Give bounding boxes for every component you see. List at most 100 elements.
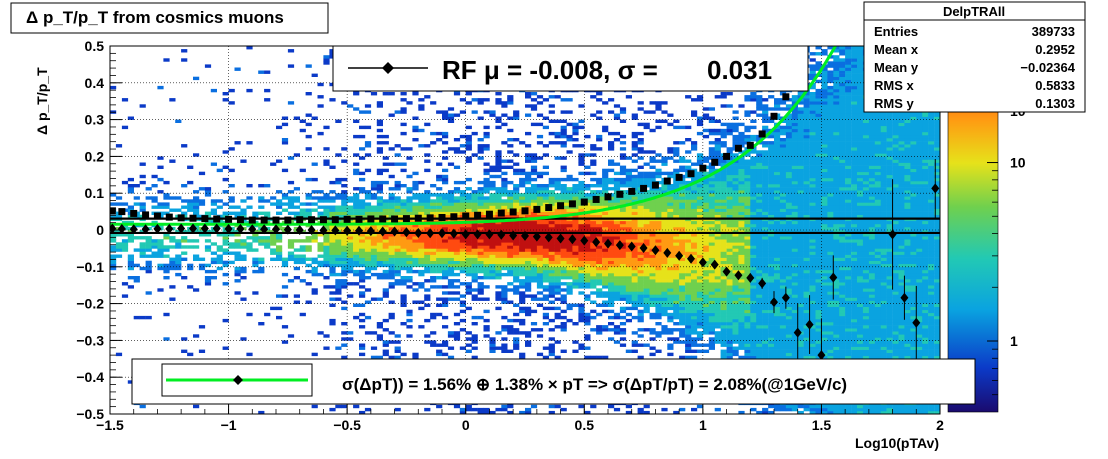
heatmap-cell <box>584 236 591 240</box>
heatmap-cell <box>270 242 277 246</box>
heatmap-cell <box>222 177 229 182</box>
heatmap-cell <box>519 266 526 271</box>
heatmap-cell <box>246 242 253 246</box>
heatmap-cell <box>525 230 532 234</box>
heatmap-cell <box>720 251 727 255</box>
heatmap-cell <box>264 230 271 234</box>
heatmap-cell <box>542 269 549 274</box>
heatmap-cell <box>744 257 751 261</box>
heatmap-cell <box>685 251 692 255</box>
heatmap-cell <box>744 236 751 240</box>
heatmap-cell <box>530 245 538 249</box>
heatmap-cell <box>643 306 650 311</box>
heatmap-cell <box>341 190 348 194</box>
heatmap-cell <box>471 355 478 360</box>
heatmap-cell <box>536 211 544 215</box>
heatmap-cell <box>744 110 751 114</box>
heatmap-cell <box>708 337 715 341</box>
heatmap-cell <box>625 318 632 323</box>
heatmap-cell <box>548 318 555 323</box>
heatmap-cell <box>145 260 152 265</box>
heatmap-cell <box>714 190 721 194</box>
heatmap-cell <box>270 257 277 261</box>
heatmap-cell <box>726 306 733 311</box>
heatmap-cell <box>536 297 544 301</box>
heatmap-cell <box>691 205 698 209</box>
heatmap-cell <box>608 147 615 151</box>
heatmap-cell <box>702 254 710 258</box>
heatmap-cell <box>661 119 668 123</box>
heatmap-cell <box>738 223 745 228</box>
heatmap-cell <box>169 257 176 261</box>
heatmap-cell <box>572 131 579 136</box>
heatmap-cell <box>519 230 526 234</box>
heatmap-cell <box>204 279 212 283</box>
heatmap-cell <box>341 263 348 268</box>
heatmap-cell <box>750 272 757 277</box>
heatmap-cell <box>685 159 692 163</box>
heatmap-cell <box>465 193 472 197</box>
heatmap-cell <box>584 260 591 265</box>
heatmap-cell <box>406 260 413 265</box>
heatmap-cell <box>495 297 502 301</box>
heatmap-cell <box>714 187 721 191</box>
heatmap-cell <box>370 208 378 212</box>
heatmap-cell <box>412 193 419 197</box>
heatmap-cell <box>584 208 591 212</box>
heatmap-cell <box>489 193 496 197</box>
heatmap-cell <box>554 131 561 136</box>
heatmap-cell <box>525 223 532 228</box>
heatmap-cell <box>572 257 579 261</box>
heatmap-cell <box>685 291 692 295</box>
heatmap-cell <box>584 230 591 234</box>
heatmap-cell <box>459 282 466 286</box>
heatmap-cell <box>738 257 745 261</box>
heatmap-cell <box>471 236 478 240</box>
heatmap-cell <box>566 150 573 154</box>
heatmap-cell <box>359 294 366 298</box>
heatmap-cell <box>602 272 609 277</box>
heatmap-cell <box>400 205 407 209</box>
heatmap-cell <box>708 318 715 323</box>
heatmap-cell <box>240 297 247 301</box>
heatmap-cell <box>744 312 751 317</box>
heatmap-cell <box>489 223 496 228</box>
heatmap-cell <box>625 297 632 301</box>
heatmap-cell <box>643 196 650 200</box>
heatmap-cell <box>287 190 295 194</box>
heatmap-cell <box>619 291 627 295</box>
heatmap-cell <box>465 134 472 139</box>
heatmap-cell <box>566 318 573 323</box>
heatmap-cell <box>465 223 472 228</box>
heatmap-cell <box>364 226 372 231</box>
heatmap-cell <box>738 346 745 350</box>
heatmap-cell <box>691 98 698 102</box>
heatmap-cell <box>495 254 502 258</box>
heatmap-cell <box>317 242 324 246</box>
heatmap-cell <box>649 282 656 286</box>
heatmap-cell <box>584 223 591 228</box>
heatmap-cell <box>661 248 668 252</box>
heatmap-cell <box>501 141 508 145</box>
heatmap-cell <box>572 223 579 228</box>
heatmap-cell <box>110 239 117 243</box>
heatmap-cell <box>483 251 490 255</box>
heatmap-cell <box>453 226 461 231</box>
heatmap-cell <box>696 230 704 234</box>
heatmap-cell <box>353 134 360 139</box>
heatmap-cell <box>590 242 597 246</box>
heatmap-cell <box>453 266 461 271</box>
heatmap-cell <box>572 138 579 142</box>
heatmap-cell <box>406 325 413 329</box>
heatmap-cell <box>708 116 715 120</box>
heatmap-cell <box>530 92 538 96</box>
heatmap-cell <box>750 205 757 209</box>
heatmap-cell <box>631 199 638 203</box>
heatmap-cell <box>530 214 538 219</box>
heatmap-cell <box>436 349 443 353</box>
heatmap-cell <box>602 294 609 298</box>
heatmap-cell <box>542 187 549 191</box>
heatmap-cell <box>234 257 241 261</box>
heatmap-cell <box>400 251 407 255</box>
heatmap-cell <box>530 276 538 280</box>
